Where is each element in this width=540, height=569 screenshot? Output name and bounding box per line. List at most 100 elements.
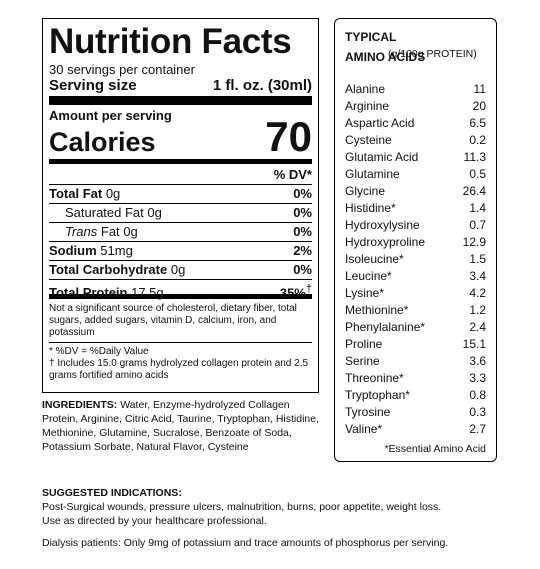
- unit: (g/100g PROTEIN): [388, 48, 477, 60]
- amino-row: Leucine* 3.4: [345, 268, 486, 285]
- amino-rows: Alanine 11 Arginine 20 Aspartic Acid 6.5 Cyste…: [345, 81, 486, 438]
- amino-value: 0.7: [469, 218, 486, 232]
- amino-value: 15.1: [462, 337, 486, 351]
- amino-row: Hydroxyproline 12.9: [345, 234, 486, 251]
- amino-name: Alanine: [345, 82, 386, 96]
- nutrient: Total Carbohydrate 0g: [49, 261, 185, 279]
- amino-value: 26.4: [462, 184, 486, 198]
- amino-name: Threonine*: [345, 371, 404, 385]
- amino-name: Valine*: [345, 422, 383, 436]
- amino-name: Methionine*: [345, 303, 409, 317]
- amount: 0g: [123, 224, 138, 239]
- suggested-line: Post-Surgical wounds, pressure ulcers, m…: [42, 501, 442, 513]
- dv: 0%: [293, 223, 312, 241]
- amino-value: 0.2: [469, 133, 486, 147]
- nutrient-row: Sodium 51mg 2%: [49, 242, 312, 261]
- dv-mark: †: [305, 283, 312, 295]
- amino-value: 0.5: [469, 167, 486, 181]
- amino-row: Proline 15.1: [345, 336, 486, 353]
- label: INGREDIENTS:: [42, 399, 118, 411]
- amount-per-serving: Amount per serving: [49, 108, 172, 123]
- nutrient: Sodium 51mg: [49, 242, 133, 260]
- amino-name: Histidine*: [345, 201, 396, 215]
- amount: 0g: [105, 186, 121, 201]
- protein-note: † Includes 15.0 grams hydrolyzed collage…: [49, 358, 309, 381]
- amino-name: Hydroxyproline: [345, 235, 426, 249]
- amino-row: Serine 3.6: [345, 353, 486, 370]
- suggested-line: Use as directed by your healthcare profe…: [42, 515, 267, 527]
- dv-value: 2%: [293, 243, 312, 258]
- amino-row: Phenylalanine* 2.4: [345, 319, 486, 336]
- amino-row: Arginine 20: [345, 98, 486, 115]
- amino-value: 4.2: [469, 286, 486, 300]
- nutrient-rows: Total Fat 0g 0% Saturated Fat 0g 0% Trans Fa…: [49, 185, 312, 302]
- amino-value: 6.5: [469, 116, 486, 130]
- dv: 0%: [293, 185, 312, 203]
- amino-name: Proline: [345, 337, 383, 351]
- amino-row: Cysteine 0.2: [345, 132, 486, 149]
- amino-row: Tyrosine 0.3: [345, 404, 486, 421]
- amino-row: Glycine 26.4: [345, 183, 486, 200]
- amino-name: Aspartic Acid: [345, 116, 415, 130]
- amino-name: Glutamine: [345, 167, 400, 181]
- amino-value: 1.4: [469, 201, 486, 215]
- dv-value: 0%: [293, 224, 312, 239]
- label: Total Protein: [49, 285, 128, 301]
- title: Nutrition Facts: [49, 22, 292, 61]
- value: 70: [265, 113, 312, 160]
- dv: 35%†: [280, 280, 312, 302]
- ingredients: INGREDIENTS: Water, Enzyme-hydrolyzed Co…: [42, 398, 322, 454]
- amino-row: Hydroxylysine 0.7: [345, 217, 486, 234]
- dv-value: 0%: [293, 205, 312, 220]
- footnote: *Essential Amino Acid: [384, 443, 486, 455]
- amino-value: 3.6: [469, 354, 486, 368]
- suggested-heading: SUGGESTED INDICATIONS:: [42, 487, 182, 499]
- value: 1 fl. oz. (30ml): [212, 77, 312, 94]
- amino-row: Alanine 11: [345, 81, 486, 98]
- nutrient: Saturated Fat 0g: [65, 204, 162, 222]
- dv-header: % DV*: [49, 166, 312, 185]
- amino-name: Glutamic Acid: [345, 150, 419, 164]
- not-significant: Not a significant source of cholesterol,…: [49, 303, 297, 338]
- nutrient: Total Protein 17.5g: [49, 284, 164, 302]
- text: Water, Enzyme-hydrolyzed Collagen Protei…: [42, 399, 320, 453]
- amino-name: Serine: [345, 354, 380, 368]
- suggested-line: Dialysis patients: Only 9mg of potassium…: [42, 537, 449, 549]
- nutrition-label: Nutrition Facts 30 servings per containe…: [42, 18, 319, 393]
- label: Serving size: [49, 77, 137, 94]
- nutrient: Total Fat 0g: [49, 185, 120, 203]
- amino-value: 3.3: [469, 371, 486, 385]
- amino-row: Glutamine 0.5: [345, 166, 486, 183]
- calories: Calories 70: [49, 115, 312, 164]
- amino-name: Glycine: [345, 184, 386, 198]
- amino-value: 11.3: [463, 150, 486, 164]
- dv-note: * %DV = %Daily Value: [49, 346, 149, 357]
- nutrient-row: Total Carbohydrate 0g 0%: [49, 261, 312, 280]
- dv: 2%: [293, 242, 312, 260]
- nutrient-row: Total Protein 17.5g 35%†: [49, 280, 312, 302]
- label: Total Carbohydrate: [49, 262, 168, 277]
- amino-table: TYPICAL AMINO ACIDS (g/100g PROTEIN) Ala…: [334, 18, 497, 462]
- title: TYPICAL AMINO ACIDS: [345, 30, 426, 64]
- dv: 0%: [293, 204, 312, 222]
- amino-value: 11: [473, 82, 486, 96]
- amino-value: 20: [472, 99, 486, 113]
- nutrient-row: Trans Fat 0g 0%: [49, 223, 312, 242]
- amino-name: Arginine: [345, 99, 390, 113]
- amino-row: Isoleucine* 1.5: [345, 251, 486, 268]
- dv: 0%: [293, 261, 312, 279]
- label: Calories: [49, 127, 156, 157]
- amino-row: Methionine* 1.2: [345, 302, 486, 319]
- amino-value: 12.9: [462, 235, 486, 249]
- amount: 17.5g: [131, 285, 164, 301]
- amount: 0g: [147, 205, 162, 220]
- amino-value: 2.7: [469, 422, 486, 436]
- nutrient-row: Saturated Fat 0g 0%: [49, 204, 312, 223]
- serving-size: Serving size 1 fl. oz. (30ml): [49, 77, 312, 105]
- amount: 51mg: [100, 243, 133, 258]
- amino-value: 3.4: [469, 269, 486, 283]
- amino-name: Tryptophan*: [345, 388, 410, 402]
- label: Sodium: [49, 243, 97, 258]
- label: Fat: [100, 224, 120, 239]
- nutrient-row: Total Fat 0g 0%: [49, 185, 312, 204]
